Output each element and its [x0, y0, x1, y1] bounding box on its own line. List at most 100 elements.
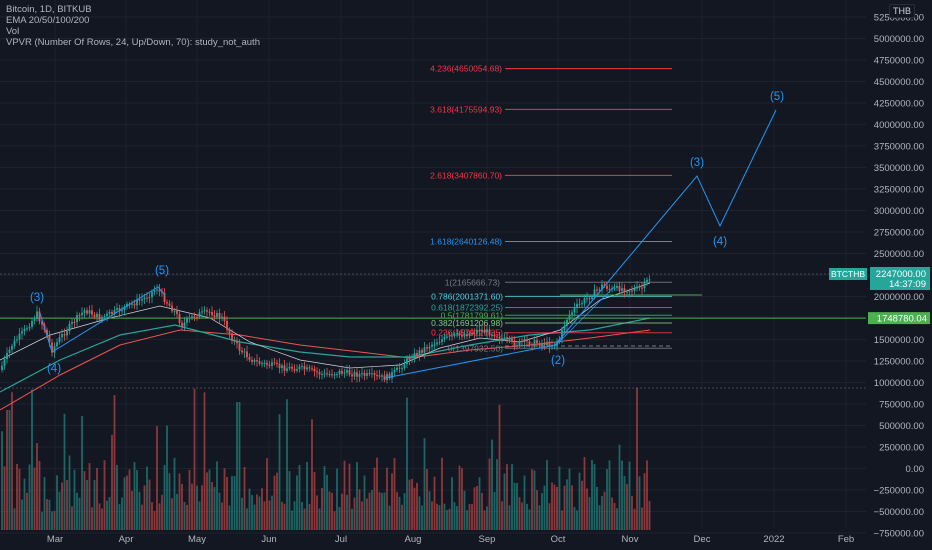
candle-body [443, 336, 446, 340]
candle-body [268, 364, 271, 366]
volume-bar [608, 460, 611, 530]
candle-body [101, 317, 103, 320]
volume-bar [438, 505, 441, 530]
currency-button[interactable]: THB [889, 4, 915, 18]
candle-body [366, 373, 368, 376]
volume-bar [328, 491, 331, 530]
volume-bar [123, 477, 126, 530]
candle-body [458, 333, 461, 336]
volume-bar [188, 469, 191, 530]
candle-body [1, 365, 3, 370]
candle-body [48, 335, 51, 343]
volume-bar [466, 510, 468, 530]
candle-body [23, 328, 26, 332]
volume-bar [133, 462, 136, 530]
candle-body [138, 299, 141, 301]
candle-body [238, 343, 241, 351]
vpvr-indicator-label[interactable]: VPVR (Number Of Rows, 24, Up/Down, 70): … [6, 37, 260, 48]
candle-body [321, 373, 323, 375]
volume-bar [278, 414, 281, 530]
volume-bar [583, 457, 586, 530]
volume-bar [533, 470, 536, 530]
volume-bar [458, 465, 461, 530]
volume-bar [361, 501, 363, 530]
candle-body [148, 297, 151, 299]
candle-body [451, 335, 453, 337]
volume-bar [363, 475, 366, 530]
volume-bar [591, 459, 593, 530]
volume-bar [126, 475, 128, 530]
volume-bar [286, 399, 288, 530]
volume-bar [598, 505, 601, 530]
time-axis[interactable]: Mar Apr May Jun Jul Aug Sep Oct Nov Dec 2022 Feb [47, 534, 854, 545]
volume-bar [611, 497, 613, 530]
candle-body [193, 316, 196, 318]
green-line-price-tag[interactable] [868, 312, 930, 325]
candle-body [131, 303, 133, 305]
candle-body [333, 374, 336, 376]
candle-body [288, 366, 291, 369]
candle-body [393, 370, 396, 373]
time-axis-label: Mar [47, 534, 63, 545]
candle-body [108, 312, 111, 314]
volume-bar [613, 502, 616, 530]
volume-bar [346, 494, 348, 530]
candle-body [578, 303, 581, 305]
ema-indicator-label[interactable]: EMA 20/50/100/200 [6, 15, 90, 26]
price-axis-label: 5250000.00 [874, 13, 924, 24]
volume-bar [488, 458, 491, 530]
volume-bar [93, 479, 96, 530]
volume-indicator-label[interactable]: Vol [6, 26, 20, 37]
volume-bar [633, 508, 636, 530]
volume-bar [368, 492, 371, 530]
volume-bar [276, 472, 278, 530]
current-price-tag[interactable] [870, 267, 930, 290]
candle-body [281, 365, 283, 368]
volume-bar [76, 492, 78, 530]
volume-bar [253, 504, 256, 530]
elliott-wave-early [39, 286, 166, 353]
candle-body [93, 314, 96, 318]
volume-bar [333, 511, 336, 530]
volume-bar [543, 485, 546, 530]
volume-bar [433, 476, 436, 530]
candle-body [563, 325, 566, 330]
candle-body [626, 291, 628, 293]
volume-bar [183, 501, 186, 530]
candle-body [436, 342, 438, 345]
volume-bar [216, 461, 218, 530]
candle-body [551, 345, 553, 348]
volume-bar [11, 392, 13, 530]
volume-bar [233, 476, 236, 530]
volume-bar [3, 466, 6, 530]
volume-bar [481, 492, 483, 530]
price-axis[interactable]: 5250000.00 5000000.00 4750000.00 4500000.00… [874, 13, 924, 540]
volume-bar [101, 508, 103, 530]
symbol-title[interactable]: Bitcoin, 1D, BITKUB [6, 4, 92, 15]
wave-label: (3) [690, 157, 704, 169]
volume-bar [73, 469, 76, 530]
volume-bar [21, 499, 23, 530]
candle-body [13, 340, 16, 346]
candle-body [113, 309, 116, 314]
candle-body [603, 284, 606, 286]
volume-bar [416, 482, 418, 530]
volume-bar [38, 460, 41, 530]
candle-body [473, 333, 476, 335]
candle-body [471, 332, 473, 334]
candle-body [646, 279, 648, 282]
volume-bar [228, 505, 231, 530]
candle-body [293, 368, 296, 371]
candle-body [566, 319, 568, 326]
volume-bar [513, 482, 516, 530]
candle-body [461, 335, 463, 337]
candle-body [273, 362, 276, 364]
volume-bar [428, 491, 431, 530]
candle-body [153, 290, 156, 292]
candle-body [38, 311, 41, 322]
candle-body [648, 279, 651, 281]
symbol-tag[interactable] [829, 268, 867, 280]
volume-bar [68, 455, 71, 530]
volume-bar [261, 488, 263, 530]
